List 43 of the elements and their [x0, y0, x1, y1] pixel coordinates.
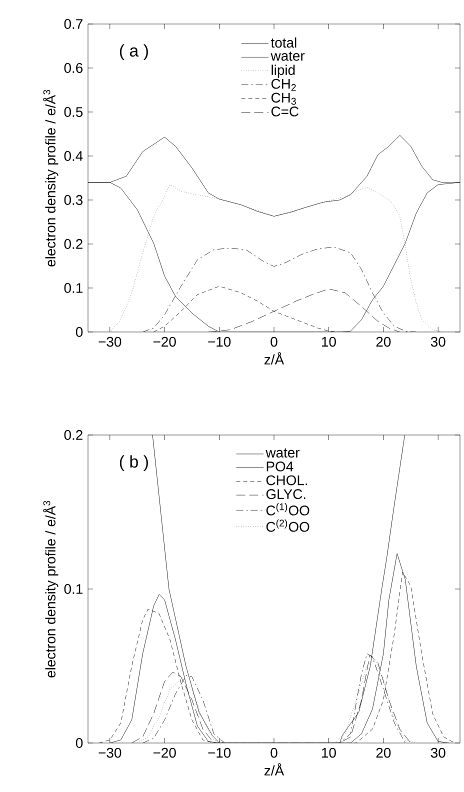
y-axis-title: electron density profile / e/Å$^{3}$ [43, 90, 58, 266]
x-axis-title: z/Å [264, 352, 284, 365]
legend-label: CH$_{2}$ [271, 78, 296, 91]
x-tick-label: 0 [270, 748, 278, 758]
y-tick-label: 0.1 [64, 283, 82, 293]
y-axis-title: electron density profile / e/Å$^{3}$ [43, 500, 58, 678]
x-tick-label: −10 [208, 336, 231, 347]
y-tick-label: 0.1 [64, 584, 82, 594]
x-tick-label: −30 [98, 748, 122, 758]
legend-label: C$^{(1)}$OO [266, 502, 310, 516]
legend-label: C=C [271, 106, 299, 116]
annotation: ( b ) [120, 455, 148, 472]
x-tick-label: 0 [270, 336, 278, 347]
x-tick-label: −10 [208, 748, 231, 758]
legend-label: CHOL. [266, 475, 308, 486]
legend-label: lipid [272, 64, 295, 78]
legend-label: PO4 [266, 462, 294, 472]
x-tick-label: 20 [376, 336, 391, 347]
legend-label: CH$_{3}$ [271, 92, 296, 105]
y-tick-label: 0.2 [64, 239, 82, 249]
x-tick-label: 10 [322, 748, 336, 758]
legend-label: water [270, 52, 305, 61]
y-tick-label: 0.4 [64, 151, 83, 161]
y-tick-label: 0.6 [64, 63, 83, 73]
legend-label: GLYC. [266, 489, 306, 500]
y-tick-label: 0.3 [64, 195, 83, 205]
x-axis-title: z/Å [264, 763, 284, 776]
y-tick-label: 0.7 [64, 19, 82, 29]
y-tick-label: 0.5 [64, 107, 83, 117]
x-tick-label: −30 [98, 336, 122, 347]
x-tick-label: 30 [430, 336, 446, 347]
y-tick-label: 0 [76, 738, 83, 748]
y-tick-label: 0 [76, 327, 83, 337]
legend-label: water [266, 448, 300, 458]
annotation: ( a ) [120, 44, 148, 60]
legend-label: total [270, 37, 296, 48]
legend-label: C$^{(2)}$OO [266, 519, 310, 532]
x-tick-label: −20 [153, 748, 176, 758]
x-tick-label: 20 [376, 748, 391, 758]
y-tick-label: 0.2 [64, 430, 82, 440]
x-tick-label: 30 [430, 748, 446, 758]
x-tick-label: −20 [153, 336, 176, 347]
x-tick-label: 10 [322, 336, 336, 347]
